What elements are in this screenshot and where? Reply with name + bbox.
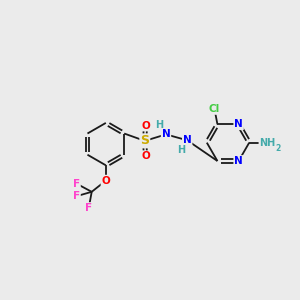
Text: H: H: [155, 120, 164, 130]
Text: 2: 2: [275, 144, 280, 153]
Text: O: O: [101, 176, 110, 186]
Text: F: F: [73, 178, 80, 189]
Text: O: O: [141, 121, 150, 130]
Text: NH: NH: [260, 138, 276, 148]
Text: Cl: Cl: [209, 104, 220, 114]
Text: F: F: [85, 203, 92, 213]
Text: N: N: [234, 156, 243, 166]
Text: O: O: [141, 151, 150, 161]
Text: F: F: [73, 191, 80, 201]
Text: N: N: [183, 135, 192, 145]
Text: H: H: [177, 145, 185, 155]
Text: N: N: [234, 119, 243, 129]
Text: N: N: [162, 129, 170, 140]
Text: S: S: [140, 134, 149, 147]
